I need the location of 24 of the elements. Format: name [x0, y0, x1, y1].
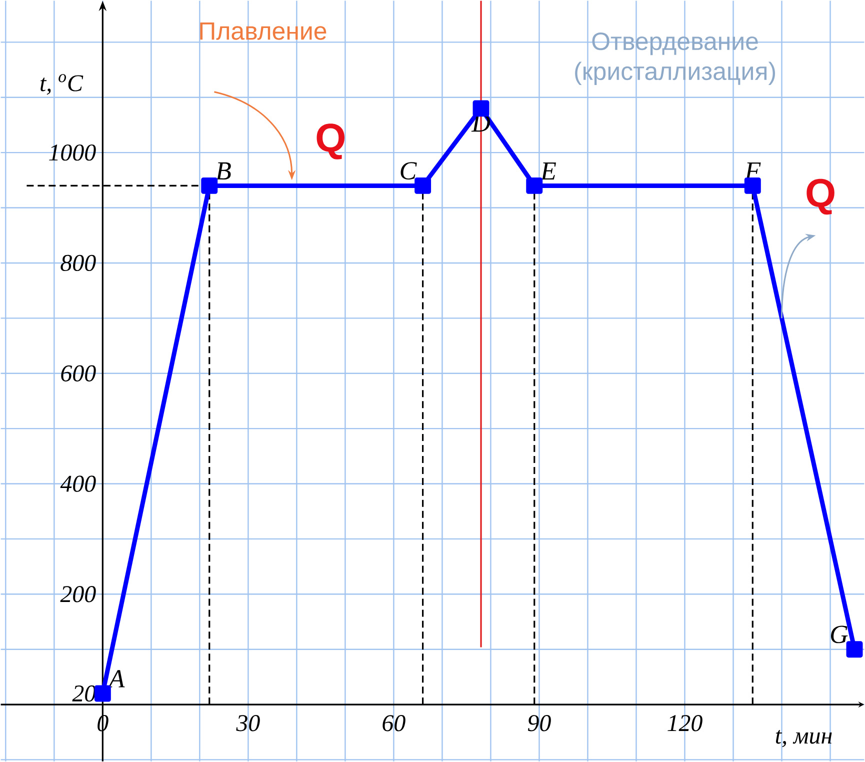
point: [526, 177, 543, 194]
x-axis-title: t, мин: [776, 730, 832, 748]
x-tick-label: 30: [236, 714, 260, 732]
y-tick-label: 800: [60, 254, 96, 271]
y-tick-label: 200: [60, 586, 96, 602]
annotation: A: [107, 670, 125, 688]
x-tick-label: 120: [668, 714, 702, 732]
point: [846, 641, 863, 658]
y-tick-label: 600: [61, 365, 96, 382]
annotation: C: [400, 162, 417, 180]
annotation: G: [831, 626, 848, 644]
point: [201, 177, 218, 194]
x-tick-label: 90: [528, 714, 551, 732]
annotation: E: [540, 162, 556, 180]
y-tick-label: 1000: [49, 144, 96, 161]
y-tick-label: 400: [60, 476, 96, 492]
annotation: Q: [316, 124, 344, 160]
point: [472, 100, 490, 117]
point: [94, 685, 111, 702]
annotation: B: [216, 162, 231, 180]
x-tick-label: 60: [382, 714, 406, 732]
annotation: Q: [806, 178, 834, 215]
annotation: Плавление: [200, 22, 326, 40]
y-axis-title: t, $^{o}$C: [40, 74, 84, 95]
